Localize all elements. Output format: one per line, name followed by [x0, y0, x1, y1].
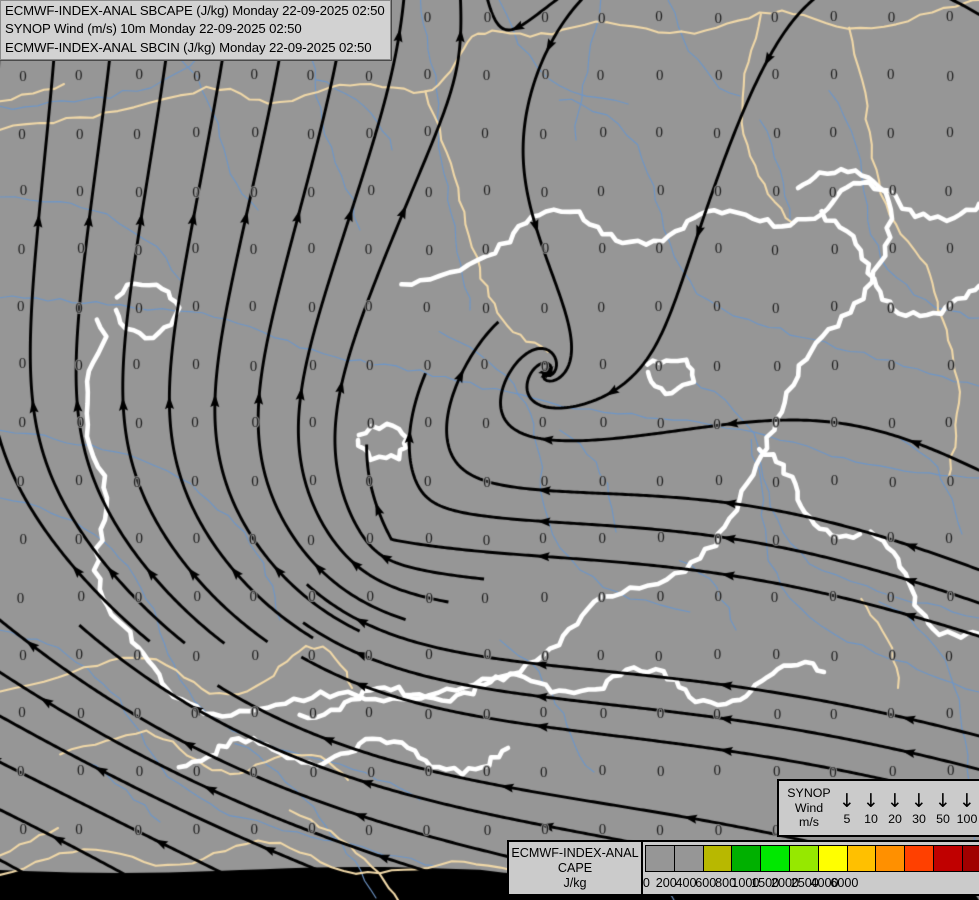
- info-line-cape: ECMWF-INDEX-ANAL SBCAPE (J/kg) Monday 22…: [5, 3, 385, 18]
- wind-arrow-down-icon: ↓: [911, 789, 927, 812]
- synop-legend-title-line2: Wind: [794, 800, 824, 815]
- cape-colorbar-swatch: [646, 846, 675, 871]
- synop-legend-item: ↓ 10: [859, 789, 883, 826]
- cape-colorbar-legend: ECMWF-INDEX-ANAL CAPE J/kg 0 200 400 600 800…: [507, 840, 979, 900]
- synop-legend-value: 10: [864, 811, 878, 826]
- cape-colorbar-swatch: [933, 846, 963, 871]
- synop-legend-title-line3: m/s: [799, 815, 819, 830]
- cape-colorbar-tick-label: 200: [655, 876, 677, 890]
- wind-arrow-down-icon: ↓: [839, 789, 855, 812]
- synop-legend-item: ↓ 100: [955, 789, 979, 826]
- wind-arrow-down-icon: ↓: [935, 789, 951, 812]
- cape-legend-title: ECMWF-INDEX-ANAL CAPE J/kg: [507, 840, 643, 896]
- cape-colorbar-swatch: [818, 846, 848, 871]
- cape-colorbar[interactable]: 0 200 400 600 800 1000 1500 2000 2500 4000 6000: [643, 840, 979, 896]
- synop-legend-value: 100: [956, 811, 978, 826]
- synop-legend-value: 5: [843, 811, 851, 826]
- cape-colorbar-swatch: [761, 846, 790, 871]
- cape-legend-title-line1: ECMWF-INDEX-ANAL: [511, 846, 639, 860]
- cape-colorbar-swatch: [905, 846, 934, 871]
- cape-colorbar-tick-label: 6000: [830, 876, 859, 890]
- cape-colorbar-tick-label: 2000: [770, 876, 799, 890]
- cape-legend-title-line2: CAPE: [557, 861, 593, 875]
- wind-arrow-down-icon: ↓: [887, 789, 903, 812]
- cape-colorbar-swatch: [962, 846, 979, 871]
- cape-colorbar-swatch: [847, 846, 877, 871]
- synop-legend-item: ↓ 50: [931, 789, 955, 826]
- cape-colorbar-swatch: [674, 846, 704, 871]
- cape-legend-unit: J/kg: [563, 876, 587, 890]
- wind-arrow-down-icon: ↓: [863, 789, 879, 812]
- synop-wind-legend: SYNOP Wind m/s ↓ 5 ↓ 10 ↓ 20 ↓ 30 ↓ 50 ↓ 100: [777, 779, 979, 837]
- map-info-panel: ECMWF-INDEX-ANAL SBCAPE (J/kg) Monday 22…: [0, 0, 392, 62]
- wind-arrow-down-icon: ↓: [959, 789, 975, 812]
- synop-legend-item: ↓ 20: [883, 789, 907, 826]
- synop-legend-scale: ↓ 5 ↓ 10 ↓ 20 ↓ 30 ↓ 50 ↓ 100: [833, 789, 979, 826]
- cape-colorbar-tick-label: 1000: [731, 876, 760, 890]
- cape-colorbar-swatch: [732, 846, 762, 871]
- cape-colorbar-tick-label: 600: [695, 876, 717, 890]
- cape-colorbar-tick-label: 1500: [751, 876, 780, 890]
- cape-colorbar-tick-label: 0: [642, 876, 650, 890]
- cape-colorbar-swatch: [703, 846, 733, 871]
- synop-legend-title: SYNOP Wind m/s: [785, 786, 833, 830]
- info-line-wind: SYNOP Wind (m/s) 10m Monday 22-09-2025 0…: [5, 21, 302, 37]
- cape-colorbar-swatches: [645, 845, 979, 872]
- synop-legend-title-line1: SYNOP: [787, 786, 831, 801]
- synop-legend-value: 50: [936, 811, 950, 826]
- cape-colorbar-tick-label: 800: [715, 876, 737, 890]
- synop-legend-value: 20: [888, 811, 902, 826]
- cape-colorbar-tick-label: 400: [675, 876, 697, 890]
- synop-legend-item: ↓ 30: [907, 789, 931, 826]
- info-line-cin: ECMWF-INDEX-ANAL SBCIN (J/kg) Monday 22-…: [5, 39, 372, 55]
- cape-colorbar-tick-label: 2500: [790, 876, 819, 890]
- cape-colorbar-swatch: [876, 846, 906, 871]
- synop-legend-value: 30: [912, 811, 926, 826]
- cape-colorbar-ticks: 0 200 400 600 800 1000 1500 2000 2500 4000 6000: [643, 874, 979, 894]
- cape-colorbar-tick-label: 4000: [810, 876, 839, 890]
- synop-legend-item: ↓ 5: [835, 789, 859, 826]
- cape-colorbar-swatch: [789, 846, 819, 871]
